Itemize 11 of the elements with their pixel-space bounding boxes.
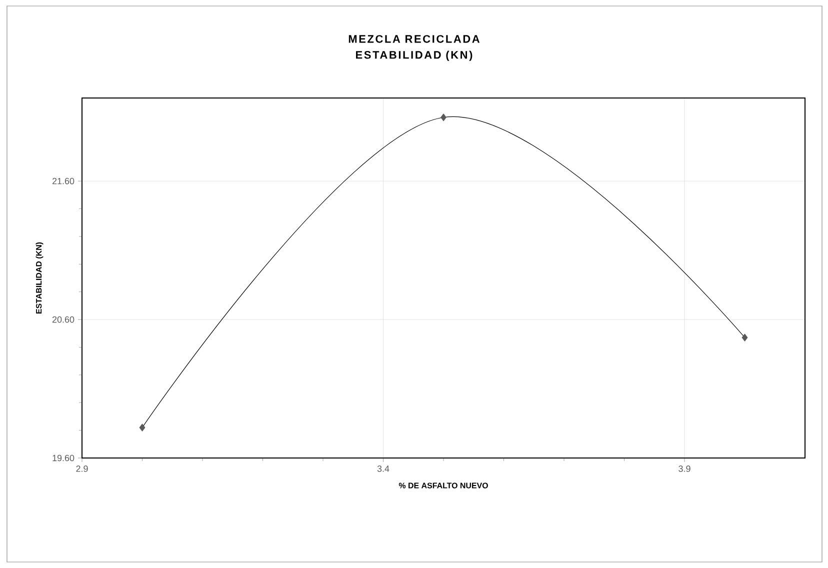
chart-subtitle: ESTABILIDAD (KN) bbox=[356, 50, 472, 61]
chart-title: MEZCLA RECICLADA bbox=[348, 35, 480, 43]
y-tick-label: 19.60 bbox=[52, 454, 74, 462]
x-tick-label: 3.4 bbox=[377, 466, 390, 472]
y-tick-label: 21.60 bbox=[52, 178, 74, 184]
y-tick-label: 20.60 bbox=[52, 316, 74, 323]
point bbox=[742, 334, 748, 342]
point bbox=[139, 424, 146, 432]
x-tick-label: 3.9 bbox=[678, 466, 690, 472]
point bbox=[440, 114, 446, 122]
x-tick-label: 2.9 bbox=[76, 466, 88, 472]
